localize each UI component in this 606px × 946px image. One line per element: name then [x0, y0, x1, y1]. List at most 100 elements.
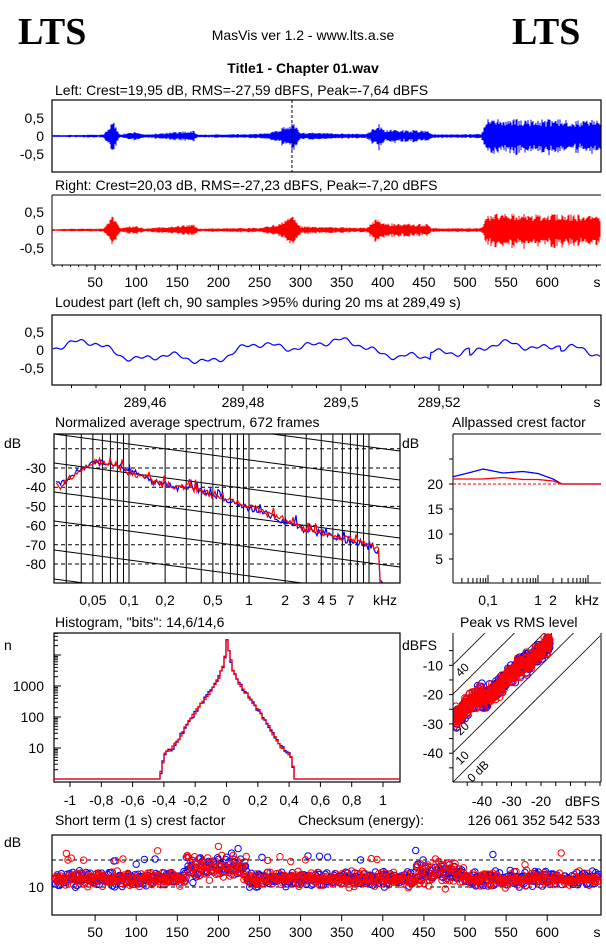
right-level-point [525, 656, 534, 665]
right-crest-point [227, 870, 236, 878]
x-tick-label: 550 [494, 924, 518, 940]
right-crest-point [277, 880, 285, 888]
y-tick-label: 15 [427, 501, 443, 517]
right-crest-point [459, 864, 468, 872]
checksum-value: 126 061 352 542 533 [468, 812, 601, 828]
x-tick-label: 600 [536, 924, 560, 940]
right-crest-point [77, 869, 85, 877]
x-tick-label: -0,6 [121, 792, 145, 808]
y-tick-label: -40 [423, 745, 443, 761]
x-tick-label: 600 [536, 274, 560, 290]
right-crest-point [154, 873, 163, 882]
x-tick-label: 4 [317, 592, 325, 608]
right-histogram-line [53, 638, 400, 781]
x-tick-label: 350 [330, 924, 354, 940]
left-crest-point [413, 860, 421, 869]
right-crest-point [113, 867, 122, 875]
right-crest-point [196, 871, 205, 879]
right-level-point [483, 685, 492, 694]
right-crest-point [155, 877, 163, 885]
right-level-point [488, 691, 497, 700]
x-unit-label: s [594, 274, 601, 290]
right-crest-point [148, 880, 156, 889]
lts-logo-right: LTS [512, 11, 580, 53]
y-tick-label: 10 [28, 879, 44, 895]
x-tick-label: 0,1 [119, 592, 139, 608]
crest-reference-line [453, 633, 575, 754]
slope-reference-line [54, 434, 400, 481]
left-crest-point [151, 855, 159, 863]
right-crest-point [197, 859, 205, 868]
right-crest-point [445, 877, 454, 885]
right-level-point [469, 691, 478, 699]
right-level-point [525, 664, 533, 673]
peak-vs-rms-title: Peak vs RMS level [460, 614, 577, 630]
right-crest-point [377, 880, 385, 888]
right-level-point [460, 705, 469, 713]
y-tick-label: 0,5 [25, 110, 45, 126]
right-crest-point [536, 881, 544, 889]
right-crest-point [301, 856, 310, 864]
x-tick-label: 0,2 [155, 592, 175, 608]
x-tick-label: 250 [248, 274, 272, 290]
x-tick-label: 200 [207, 924, 231, 940]
y-tick-label: -70 [26, 537, 46, 553]
x-tick-label: 150 [166, 274, 190, 290]
right-crest-point [226, 872, 234, 880]
x-tick-label: 50 [87, 274, 103, 290]
right-crest-point [434, 864, 442, 873]
x-tick-label: 400 [371, 924, 395, 940]
x-tick-label: 1 [245, 592, 253, 608]
right-level-point [537, 645, 546, 654]
x-tick-label: 100 [125, 924, 149, 940]
right-crest-point [98, 882, 107, 891]
x-tick-label: 0,5 [203, 592, 223, 608]
allpassed-crest-ylabel: dB [402, 435, 419, 451]
right-crest-point [233, 857, 242, 865]
short-term-crest-ylabel: dB [4, 834, 21, 850]
y-tick-label: -0,5 [20, 146, 44, 162]
right-crest-point [510, 875, 518, 883]
left-crest-point [412, 846, 420, 855]
x-tick-label: 2 [549, 592, 557, 608]
x-tick-label: 300 [289, 274, 313, 290]
x-tick-label: 100 [125, 274, 149, 290]
right-waveform-plot: 0,5 0 -0,5 50 100 150 200 250 300 350 400 450 500 550… [20, 204, 601, 290]
slope-reference-line [54, 520, 400, 568]
spectrum-ylabel: dB [4, 435, 21, 451]
x-tick-label: 289,52 [418, 394, 461, 410]
y-tick-label: -40 [26, 479, 46, 495]
x-tick-label: 289,5 [323, 394, 358, 410]
right-level-point [471, 704, 480, 712]
right-crest-point [211, 857, 219, 865]
right-crest-point [547, 872, 555, 881]
y-tick-label: 1000 [13, 678, 44, 694]
loudest-part-title: Loudest part (left ch, 90 samples >95% d… [55, 294, 461, 310]
right-crest-point [206, 862, 214, 870]
right-crest-point [260, 875, 269, 883]
right-crest-point [373, 855, 381, 864]
right-crest-point [218, 851, 226, 859]
right-level-point [471, 699, 480, 708]
app-version-title: MasVis ver 1.2 - www.lts.a.se [212, 27, 395, 43]
x-tick-label: 0,1 [478, 592, 498, 608]
x-tick-label: -40 [472, 793, 492, 809]
right-crest-point [190, 853, 199, 861]
histogram-title: Histogram, "bits": 14,6/14,6 [55, 614, 225, 630]
spectrum-frame [53, 433, 401, 584]
right-crest-point [185, 853, 193, 862]
x-tick-label: 3 [302, 592, 310, 608]
right-crest-point [540, 872, 548, 880]
x-tick-label: 200 [207, 274, 231, 290]
peak-vs-rms-ylabel: dBFS [402, 637, 437, 653]
right-level-point [453, 702, 460, 710]
x-tick-label: 450 [412, 924, 436, 940]
right-crest-point [440, 868, 449, 876]
right-level-point [544, 640, 553, 649]
x-tick-label: 500 [453, 274, 477, 290]
left-crest-point [315, 852, 324, 860]
right-crest-point [389, 868, 398, 876]
right-crest-point [73, 869, 81, 877]
right-level-point [474, 684, 483, 693]
